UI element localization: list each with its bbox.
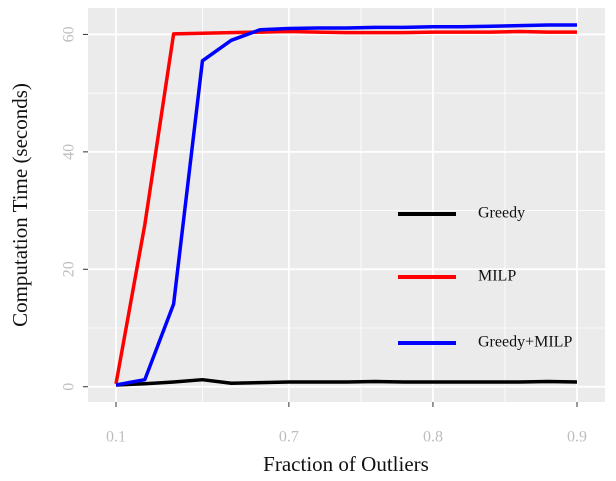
- panel: [88, 8, 605, 402]
- y-tick-label: 40: [61, 144, 78, 160]
- y-tick-label: 0: [61, 383, 78, 391]
- y-tick-label: 60: [61, 26, 78, 42]
- legend-label: Greedy: [478, 205, 525, 222]
- x-tick-label: 0.8: [423, 429, 443, 446]
- lines: [114, 23, 578, 387]
- y-tick-label: 20: [61, 261, 78, 277]
- series-line: [114, 29, 577, 385]
- x-tick-label: 0.9: [567, 429, 587, 446]
- series-line: [115, 23, 577, 387]
- y-axis-title: Computation Time (seconds): [8, 83, 32, 327]
- legend-label: Greedy+MILP: [478, 334, 572, 351]
- legend-label: MILP: [478, 268, 516, 285]
- series-line: [115, 377, 578, 387]
- x-tick-label: 0.1: [106, 429, 126, 446]
- x-axis-title: Fraction of Outliers: [263, 452, 429, 476]
- x-tick-label: 0.7: [279, 429, 299, 446]
